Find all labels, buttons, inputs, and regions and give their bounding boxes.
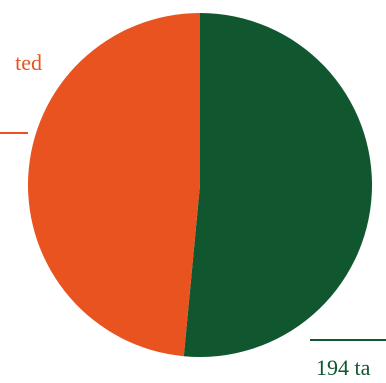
slice-label-0: 194 ta <box>316 355 371 380</box>
pie-slice-1 <box>28 13 201 357</box>
pie-slices <box>28 13 372 357</box>
slice-label-1: ted <box>15 50 42 75</box>
leader-lines <box>0 132 386 341</box>
pie-slice-0 <box>183 13 372 357</box>
slice-labels: 194 ta ted <box>15 50 371 380</box>
